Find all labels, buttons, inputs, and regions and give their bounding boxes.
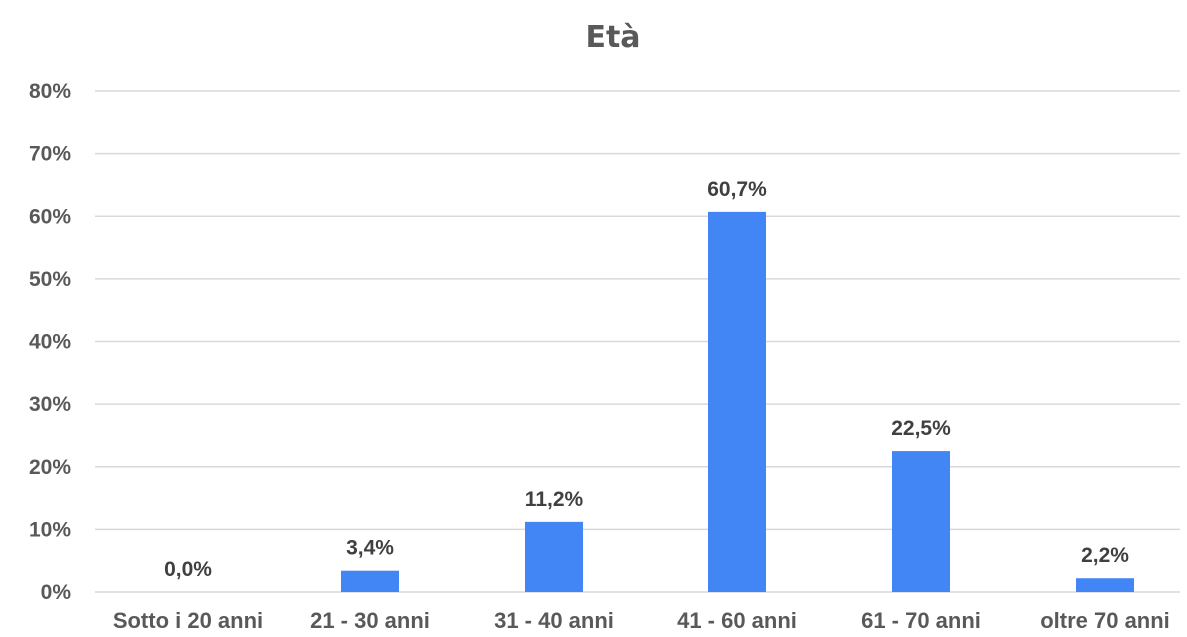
x-tick-label: 41 - 60 anni <box>677 608 797 633</box>
x-tick-label: oltre 70 anni <box>1040 608 1170 633</box>
y-tick-label: 10% <box>29 518 71 541</box>
x-axis-ticks: Sotto i 20 anni 21 - 30 anni 31 - 40 anni 4… <box>113 608 1170 633</box>
bars-layer <box>341 211 1134 592</box>
y-tick-label: 50% <box>29 268 71 291</box>
data-label: 2,2% <box>1081 544 1129 567</box>
bar <box>341 570 399 592</box>
bar <box>1076 578 1134 592</box>
bar <box>708 211 766 592</box>
y-tick-label: 0% <box>41 581 72 604</box>
data-label: 0,0% <box>164 558 212 581</box>
x-tick-label: Sotto i 20 anni <box>113 608 263 633</box>
data-label: 11,2% <box>525 488 584 511</box>
data-label: 22,5% <box>891 417 951 440</box>
x-tick-label: 31 - 40 anni <box>494 608 614 633</box>
chart-title: Età <box>585 20 640 55</box>
bar <box>525 521 583 592</box>
bar <box>892 451 950 592</box>
y-tick-label: 80% <box>29 80 71 103</box>
data-label: 3,4% <box>346 537 394 560</box>
data-label: 60,7% <box>707 178 767 201</box>
grid-layer <box>95 90 1180 593</box>
y-tick-label: 20% <box>29 456 71 479</box>
y-tick-label: 30% <box>29 393 71 416</box>
data-labels-layer: 0,0% 3,4% 11,2% 60,7% 22,5% 2,2% <box>164 178 1129 581</box>
x-tick-label: 21 - 30 anni <box>310 608 430 633</box>
y-tick-label: 60% <box>29 205 71 228</box>
x-tick-label: 61 - 70 anni <box>861 608 981 633</box>
y-tick-label: 40% <box>29 331 71 354</box>
y-axis-ticks: 0% 10% 20% 30% 40% 50% 60% 70% 80% <box>29 80 71 604</box>
y-tick-label: 70% <box>29 143 71 166</box>
